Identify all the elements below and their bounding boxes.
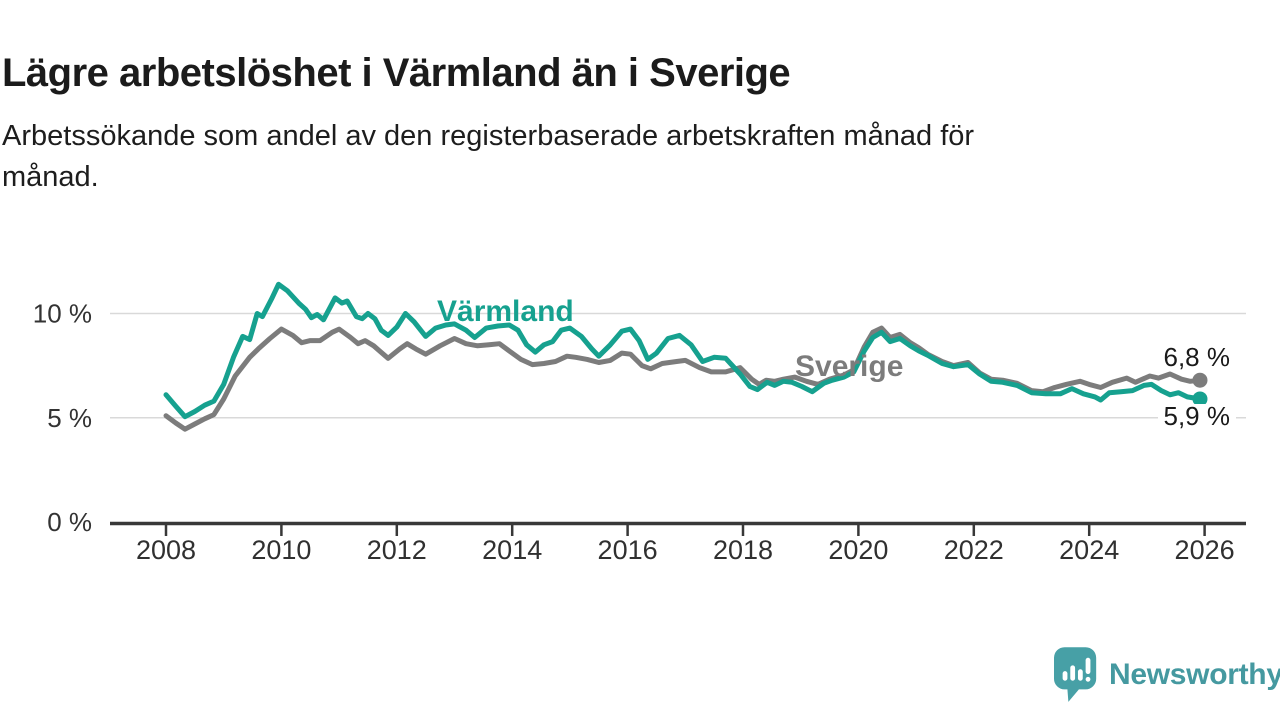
sverige-series-label: Sverige: [795, 350, 903, 383]
annotation-layer: Värmland Sverige 6,8 % 5,9 %: [437, 295, 1236, 431]
chart-title: Lägre arbetslöshet i Värmland än i Sveri…: [2, 50, 791, 95]
chart-subtitle-line2: månad.: [2, 161, 99, 193]
x-tick-label: 2022: [944, 535, 1004, 565]
bar-chart-glyph: [1062, 657, 1091, 682]
gridlines-layer: [110, 312, 1246, 419]
series-line-värmland: [163, 281, 1203, 420]
newsworthy-logo-text: Newsworthy: [1109, 658, 1280, 691]
x-tick-label: 2020: [828, 535, 888, 565]
x-tick-label: 2010: [251, 535, 311, 565]
chart-subtitle: Arbetssökande som andel av den registerb…: [2, 116, 974, 198]
varmland-end-value-label: 5,9 %: [1164, 401, 1231, 431]
newsworthy-logo[interactable]: Newsworthy: [1054, 646, 1280, 704]
x-tick-label: 2014: [482, 535, 542, 565]
series-end-dot-sverige: [1192, 372, 1208, 388]
end-label-background: [1158, 404, 1236, 429]
varmland-series-label: Värmland: [437, 295, 574, 328]
y-tick-label: 5 %: [47, 403, 92, 433]
sverige-end-value-label: 6,8 %: [1164, 342, 1231, 372]
x-tick-label: 2008: [136, 535, 196, 565]
x-tick-label: 2012: [367, 535, 427, 565]
y-tick-label: 10 %: [33, 299, 92, 329]
series-line-sverige: [163, 325, 1203, 432]
series-layer: [163, 281, 1208, 432]
chart-subtitle-line1: Arbetssökande som andel av den registerb…: [2, 120, 975, 152]
newsworthy-logo-icon: [1054, 647, 1097, 702]
x-tick-label: 2026: [1175, 535, 1235, 565]
x-tick-label: 2018: [713, 535, 773, 565]
y-tick-label: 0 %: [47, 507, 92, 537]
x-tick-label: 2016: [598, 535, 658, 565]
x-tick-label: 2024: [1059, 535, 1119, 565]
axis-layer: 2008 2010 2012 2014 2016 2018 2020 2022 2024 2026…: [33, 299, 1246, 565]
series-end-dot-värmland: [1192, 391, 1208, 407]
